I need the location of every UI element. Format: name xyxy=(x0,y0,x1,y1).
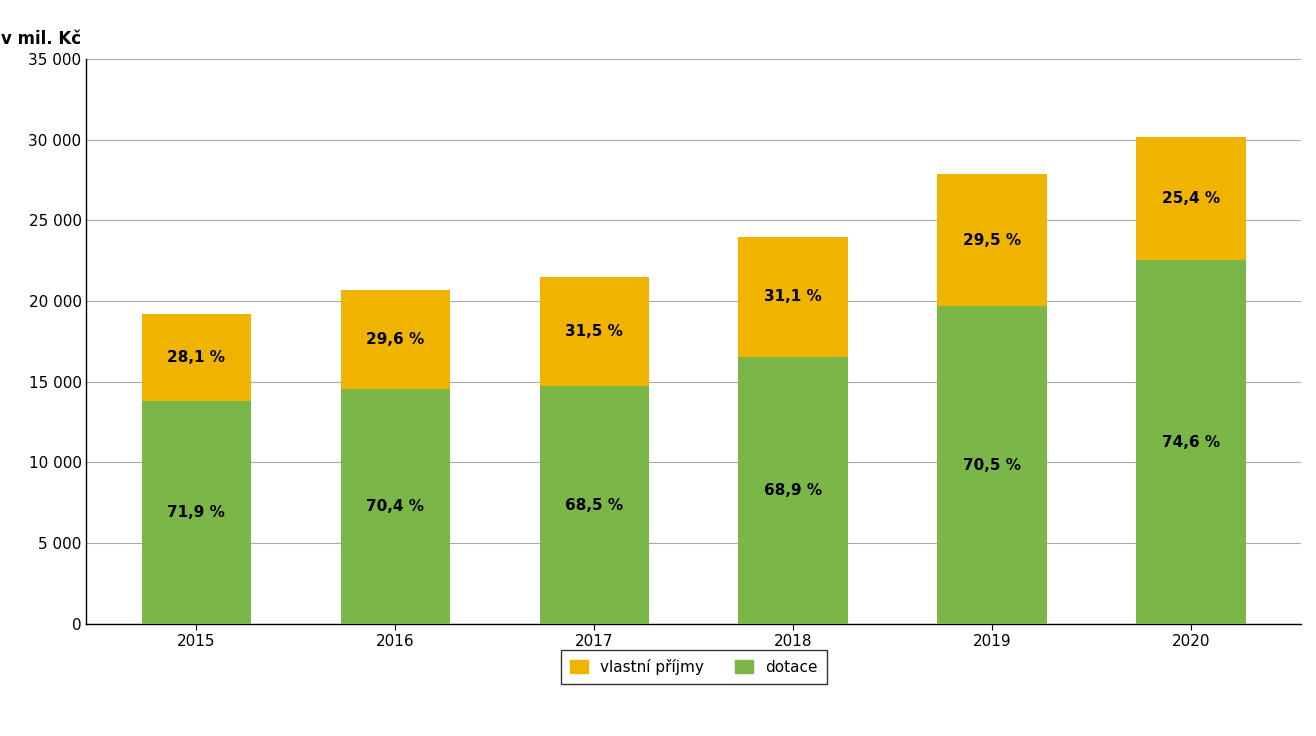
Bar xyxy=(937,174,1046,306)
Bar xyxy=(142,314,251,401)
Bar xyxy=(540,277,649,386)
Bar xyxy=(738,357,848,624)
Text: 29,5 %: 29,5 % xyxy=(963,233,1021,247)
Text: 68,5 %: 68,5 % xyxy=(565,498,624,512)
Bar xyxy=(937,306,1046,624)
Text: 74,6 %: 74,6 % xyxy=(1162,434,1220,450)
Legend: vlastní příjmy, dotace: vlastní příjmy, dotace xyxy=(561,650,826,684)
Text: 29,6 %: 29,6 % xyxy=(366,332,424,347)
Text: 70,4 %: 70,4 % xyxy=(366,499,424,514)
Bar xyxy=(1137,261,1246,624)
Text: 68,9 %: 68,9 % xyxy=(765,483,822,498)
Bar xyxy=(540,386,649,624)
Bar xyxy=(738,236,848,357)
Text: 28,1 %: 28,1 % xyxy=(167,350,225,365)
Text: 31,5 %: 31,5 % xyxy=(566,324,624,339)
Bar xyxy=(341,290,450,389)
Bar xyxy=(1137,136,1246,261)
Text: 31,1 %: 31,1 % xyxy=(765,289,822,304)
Text: v mil. Kč: v mil. Kč xyxy=(1,29,82,48)
Bar xyxy=(341,389,450,624)
Text: 25,4 %: 25,4 % xyxy=(1162,191,1220,206)
Text: 71,9 %: 71,9 % xyxy=(167,505,225,520)
Bar xyxy=(142,401,251,624)
Text: 70,5 %: 70,5 % xyxy=(963,458,1021,473)
